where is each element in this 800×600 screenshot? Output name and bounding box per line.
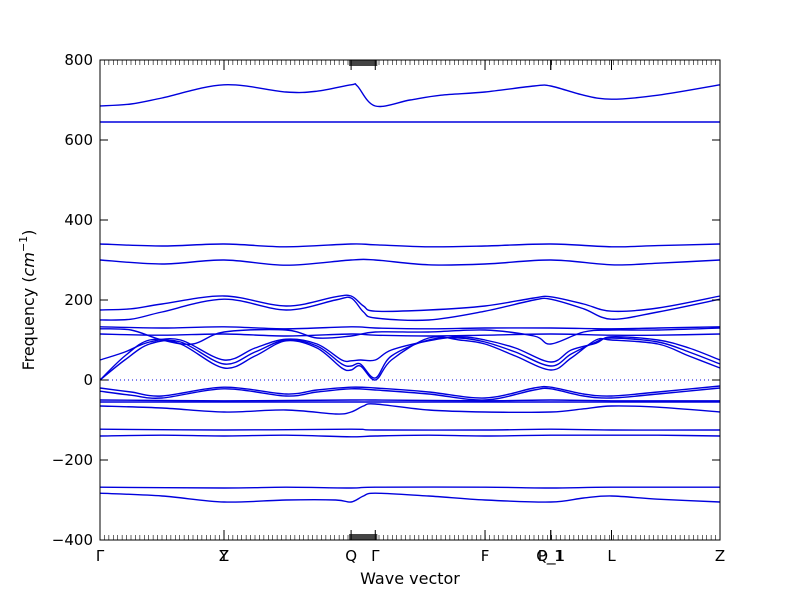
qpoint-blocks (349, 60, 378, 540)
x-ticks: Γ YZ Q Γ F P_1Q_1 L Z (96, 60, 725, 566)
phonon-branch-19 (99, 434, 721, 438)
dense-tick-block (349, 534, 378, 540)
plot-area (100, 60, 720, 540)
dense-tick-block (349, 60, 378, 66)
y-tick-label: 600 (64, 131, 93, 149)
phonon-branch-21 (99, 492, 721, 503)
phonon-branch-20 (99, 486, 721, 489)
phonon-branch-14 (99, 387, 721, 401)
x-tick-label: Γ (371, 547, 380, 565)
x-tick-label: L (607, 547, 616, 565)
y-tick-label: 400 (64, 211, 93, 229)
phonon-branch-9 (99, 333, 721, 337)
x-tick-label: Q_1 (536, 547, 565, 566)
x-tick-label: Z (219, 547, 229, 565)
y-tick-label: −200 (52, 451, 93, 469)
phonon-branch-8 (99, 327, 721, 346)
phonon-branch-13 (99, 385, 721, 399)
phonon-branch-4 (99, 258, 721, 266)
x-tick-label: P_1 (538, 547, 564, 566)
x-tick-label: F (481, 547, 490, 565)
x-tick-label: Q (345, 547, 357, 565)
y-tick-label: 0 (83, 371, 93, 389)
x-tick-label: Γ (96, 547, 105, 565)
x-tick-label: Z (715, 547, 725, 565)
phonon-branch-17 (99, 403, 721, 415)
phonon-branch-3 (99, 243, 721, 248)
phonon-branch-7 (99, 326, 721, 330)
y-axis-label: Frequency (cm−1) (17, 230, 38, 371)
y-tick-label: 200 (64, 291, 93, 309)
y-tick-label: 800 (64, 51, 93, 69)
y-ticks: −400 −200 0 200 400 600 800 (52, 51, 720, 549)
series-group (99, 83, 721, 503)
phonon-branch-1 (99, 83, 721, 108)
phonon-branch-5 (99, 294, 721, 313)
y-tick-label: −400 (52, 531, 93, 549)
phonon-branch-6 (99, 296, 721, 322)
phonon-branch-10 (99, 336, 721, 381)
phonon-branch-18 (99, 428, 721, 431)
x-axis-label: Wave vector (360, 569, 460, 588)
x-tick-label: Y (218, 547, 229, 565)
phonon-branch-11 (99, 336, 721, 381)
phonon-branch-15 (99, 399, 721, 402)
phonon-branch-12 (99, 336, 721, 363)
